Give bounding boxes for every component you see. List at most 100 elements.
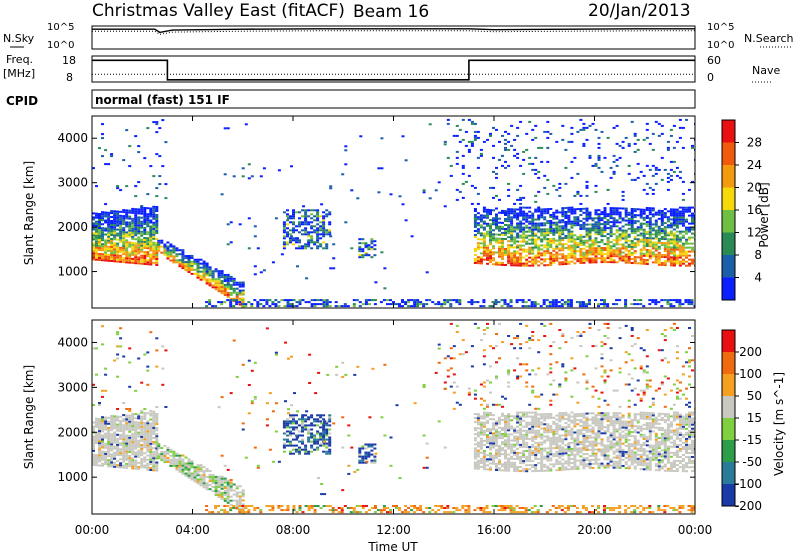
vel-cell xyxy=(217,492,221,494)
power-cell xyxy=(639,262,643,265)
power-cell xyxy=(552,211,556,214)
power-cell xyxy=(585,251,589,254)
power-cell xyxy=(137,256,141,259)
power-cell xyxy=(669,208,673,211)
power-cell xyxy=(519,264,523,267)
power-cell xyxy=(546,160,550,163)
vel-cell xyxy=(190,462,194,465)
vel-cell xyxy=(555,450,559,453)
vel-cell xyxy=(289,434,292,437)
power-cell xyxy=(651,251,655,254)
power-cell xyxy=(579,256,583,258)
power-cell xyxy=(476,130,480,133)
power-cell xyxy=(101,245,104,248)
vel-cell xyxy=(319,414,323,417)
vel-cell xyxy=(184,464,188,467)
power-cell xyxy=(307,301,311,304)
power-cell xyxy=(531,264,535,267)
power-cell xyxy=(669,303,673,306)
vel-cell xyxy=(516,466,520,468)
power-cell xyxy=(688,236,691,239)
vel-cell xyxy=(555,463,559,466)
power-cell xyxy=(537,208,541,211)
vel-cell xyxy=(507,423,511,426)
power-cell xyxy=(160,251,164,254)
power-cell xyxy=(137,210,141,213)
power-cell xyxy=(155,222,159,224)
power-cell xyxy=(579,254,583,256)
vel-cell xyxy=(564,466,568,469)
power-cell xyxy=(657,213,661,216)
vel-cell xyxy=(208,488,212,491)
power-cell xyxy=(688,206,691,209)
power-cell xyxy=(564,237,568,239)
vel-cell xyxy=(131,449,135,452)
power-cell xyxy=(564,261,568,263)
power-cell xyxy=(101,235,104,238)
power-cell xyxy=(678,236,682,239)
power-cell xyxy=(570,140,574,143)
power-cell xyxy=(654,233,658,236)
power-cell xyxy=(519,164,523,167)
power-cell xyxy=(585,219,589,222)
power-cell xyxy=(510,254,514,257)
vel-cell xyxy=(579,455,583,458)
power-colorbar-segment xyxy=(722,210,735,233)
power-cell xyxy=(624,255,628,258)
vel-cell xyxy=(217,477,221,480)
vel-cell xyxy=(576,415,580,418)
power-cell xyxy=(651,192,655,195)
power-cell xyxy=(669,168,673,171)
power-cell xyxy=(678,126,682,129)
vel-cell xyxy=(549,425,553,427)
power-cell xyxy=(367,303,371,306)
power-cell xyxy=(603,223,607,226)
vel-cell xyxy=(534,458,538,460)
vel-cell xyxy=(313,424,317,427)
vel-cell xyxy=(178,462,182,465)
vel-cell xyxy=(486,460,489,463)
vel-cell xyxy=(516,415,520,418)
power-cell xyxy=(615,251,619,254)
power-cell xyxy=(283,305,287,308)
power-cell xyxy=(585,241,589,244)
power-cell xyxy=(585,207,589,210)
vel-cell xyxy=(501,433,504,435)
power-cell xyxy=(140,254,144,257)
vel-cell xyxy=(229,485,233,488)
power-cell xyxy=(618,243,622,246)
vel-cell xyxy=(146,462,150,465)
power-cell xyxy=(585,227,589,230)
power-cell xyxy=(217,276,221,279)
power-cell xyxy=(482,214,486,217)
power-cell xyxy=(507,140,511,143)
power-cell xyxy=(630,246,634,248)
power-cell xyxy=(588,303,591,306)
vel-cell xyxy=(482,452,486,454)
power-cell xyxy=(513,202,517,205)
vel-cell xyxy=(486,438,489,441)
power-cell xyxy=(524,305,528,308)
power-cell xyxy=(624,235,628,238)
power-cell xyxy=(229,279,233,282)
power-cell xyxy=(681,236,685,239)
vel-cell xyxy=(113,433,117,436)
power-cell xyxy=(205,272,209,275)
power-cell xyxy=(295,229,298,232)
power-cell xyxy=(507,212,511,215)
power-cell xyxy=(561,221,565,224)
power-cell xyxy=(660,236,664,238)
vel-cell xyxy=(579,431,583,434)
power-cell xyxy=(473,134,477,137)
power-cell xyxy=(152,215,156,218)
power-cell xyxy=(552,261,556,264)
power-cell xyxy=(498,255,501,258)
power-cell xyxy=(152,217,156,220)
power-cell xyxy=(104,249,108,252)
power-cell xyxy=(648,213,652,216)
vel-cell xyxy=(531,415,535,418)
power-cell xyxy=(116,258,120,261)
power-cell xyxy=(199,258,203,261)
power-cell xyxy=(509,305,513,308)
